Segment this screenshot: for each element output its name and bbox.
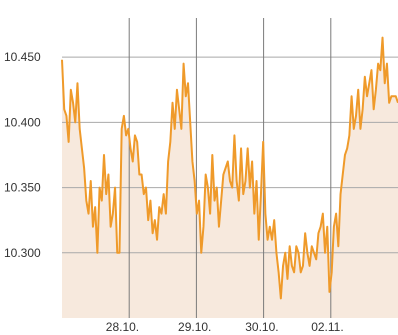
y-tick-label: 10.400 [4,115,41,129]
y-axis: 10.450 10.400 10.350 10.300 [4,50,41,260]
price-area-fill [62,37,398,318]
x-tick-label: 29.10. [178,320,211,334]
x-tick-label: 28.10. [106,320,139,334]
plot-area [61,18,398,318]
x-axis: 28.10. 29.10. 30.10. 02.11. [106,320,344,334]
y-tick-label: 10.350 [4,181,41,195]
y-tick-label: 10.450 [4,50,41,64]
y-tick-label: 10.300 [4,246,41,260]
x-tick-label: 30.10. [245,320,278,334]
price-line [61,36,398,300]
x-tick-label: 02.11. [311,320,343,334]
